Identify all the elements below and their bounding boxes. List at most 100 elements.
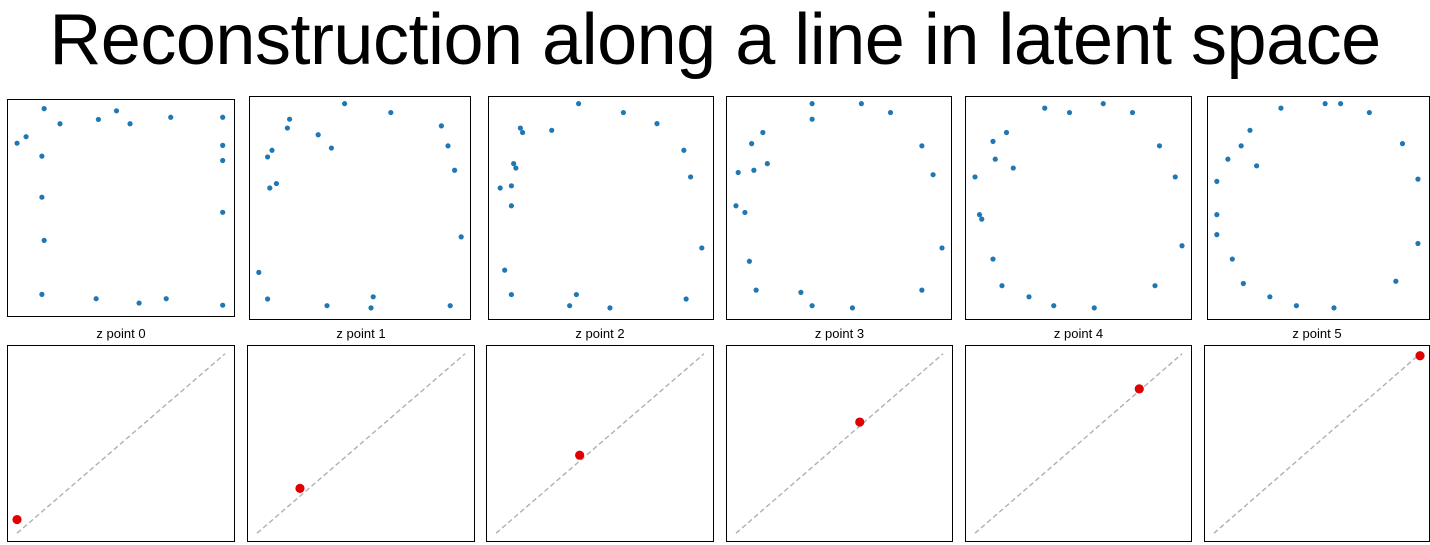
reconstruction-point: [567, 303, 573, 309]
latent-panel-3-plot: [735, 353, 944, 534]
panel-label: z point 1: [336, 326, 386, 341]
reconstruction-point: [1225, 156, 1231, 162]
reconstruction-panel-3-plot: [733, 101, 945, 311]
reconstruction-point: [654, 121, 660, 127]
reconstruction-point: [681, 147, 687, 153]
reconstruction-point: [520, 129, 526, 136]
reconstruction-point: [764, 161, 770, 167]
reconstruction-point: [502, 267, 508, 273]
reconstruction-point: [1331, 305, 1337, 311]
reconstruction-point: [809, 101, 815, 107]
reconstruction-point: [972, 174, 978, 180]
reconstruction-point: [849, 305, 856, 311]
reconstruction-point: [746, 258, 752, 264]
reconstruction-point: [749, 141, 755, 147]
reconstruction-point: [976, 212, 983, 218]
reconstruction-point: [1229, 256, 1235, 262]
reconstruction-point: [1322, 101, 1328, 107]
reconstruction-point: [256, 269, 262, 275]
reconstruction-point: [447, 303, 453, 309]
reconstruction-point: [41, 106, 47, 112]
reconstruction-point: [57, 121, 63, 127]
latent-point-marker: [575, 450, 585, 460]
latent-panel-4: [965, 345, 1192, 542]
reconstruction-point: [220, 209, 226, 215]
latent-panel-5: [1204, 345, 1430, 542]
reconstruction-point: [1415, 176, 1421, 182]
latent-line: [256, 353, 466, 534]
reconstruction-point: [1051, 303, 1057, 309]
reconstruction-point: [445, 143, 451, 149]
reconstruction-panel-4-plot: [972, 101, 1185, 311]
reconstruction-point: [760, 129, 766, 136]
panel-label: z point 0: [96, 326, 146, 341]
latent-line: [735, 353, 944, 534]
reconstruction-point: [688, 174, 694, 180]
latent-point-marker: [1415, 351, 1425, 361]
reconstruction-point: [1293, 303, 1299, 309]
reconstruction-point: [458, 234, 464, 240]
latent-line: [1213, 353, 1421, 534]
reconstruction-point: [1156, 143, 1163, 149]
reconstruction-point: [220, 142, 226, 148]
reconstruction-point: [1267, 294, 1273, 300]
reconstruction-point: [324, 303, 330, 309]
latent-panel-1-plot: [256, 353, 466, 534]
reconstruction-point: [23, 134, 29, 140]
reconstruction-point: [1214, 178, 1220, 184]
reconstruction-point: [388, 109, 394, 116]
panel-label: z point 5: [1292, 326, 1342, 341]
reconstruction-panel-0: [7, 99, 235, 317]
reconstruction-point: [513, 165, 519, 171]
reconstruction-point: [113, 108, 120, 114]
reconstruction-point: [220, 114, 226, 120]
reconstruction-point: [1010, 165, 1016, 171]
reconstruction-point: [438, 123, 444, 129]
reconstruction-point: [163, 296, 169, 302]
reconstruction-point: [265, 154, 271, 160]
reconstruction-point: [990, 256, 996, 262]
reconstruction-point: [1338, 101, 1344, 107]
reconstruction-point: [1247, 127, 1253, 133]
reconstruction-point: [1066, 109, 1073, 116]
reconstruction-point: [992, 156, 998, 162]
reconstruction-point: [990, 138, 996, 144]
reconstruction-point: [508, 183, 514, 189]
reconstruction-point: [979, 216, 985, 222]
reconstruction-point: [919, 287, 925, 293]
reconstruction-point: [1042, 105, 1048, 111]
panel-label: z point 3: [814, 326, 865, 341]
latent-panel-0-plot: [12, 353, 226, 534]
latent-panel-5-plot: [1213, 351, 1425, 534]
reconstruction-point: [93, 296, 99, 302]
latent-panel-0: [7, 345, 235, 542]
reconstruction-point: [41, 237, 47, 243]
reconstruction-point: [1393, 278, 1399, 284]
reconstruction-point: [1172, 174, 1178, 180]
latent-line: [974, 353, 1183, 534]
reconstruction-point: [683, 296, 689, 302]
reconstruction-point: [39, 291, 45, 297]
reconstruction-point: [733, 203, 739, 209]
reconstruction-point: [1091, 305, 1097, 311]
reconstruction-point: [1366, 109, 1372, 116]
reconstruction-point: [887, 109, 894, 116]
reconstruction-point: [1240, 280, 1246, 287]
reconstruction-point: [607, 305, 613, 311]
reconstruction-point: [452, 167, 458, 173]
reconstruction-point: [939, 245, 945, 251]
reconstruction-point: [511, 161, 517, 167]
panel-label: z point 4: [1053, 326, 1104, 341]
reconstruction-point: [168, 114, 174, 120]
reconstruction-point: [370, 294, 376, 300]
page-title: Reconstruction along a line in latent sp…: [49, 0, 1381, 80]
reconstruction-panel-5-plot: [1214, 101, 1421, 311]
panel-label: z point 2: [575, 326, 625, 341]
latent-point-marker: [295, 483, 305, 493]
reconstruction-panel-2-plot: [497, 101, 705, 311]
reconstruction-point: [573, 291, 579, 298]
reconstruction-point: [14, 140, 20, 146]
reconstruction-point: [576, 101, 582, 107]
latent-point-marker: [1134, 384, 1144, 394]
latent-point-marker: [855, 417, 865, 427]
